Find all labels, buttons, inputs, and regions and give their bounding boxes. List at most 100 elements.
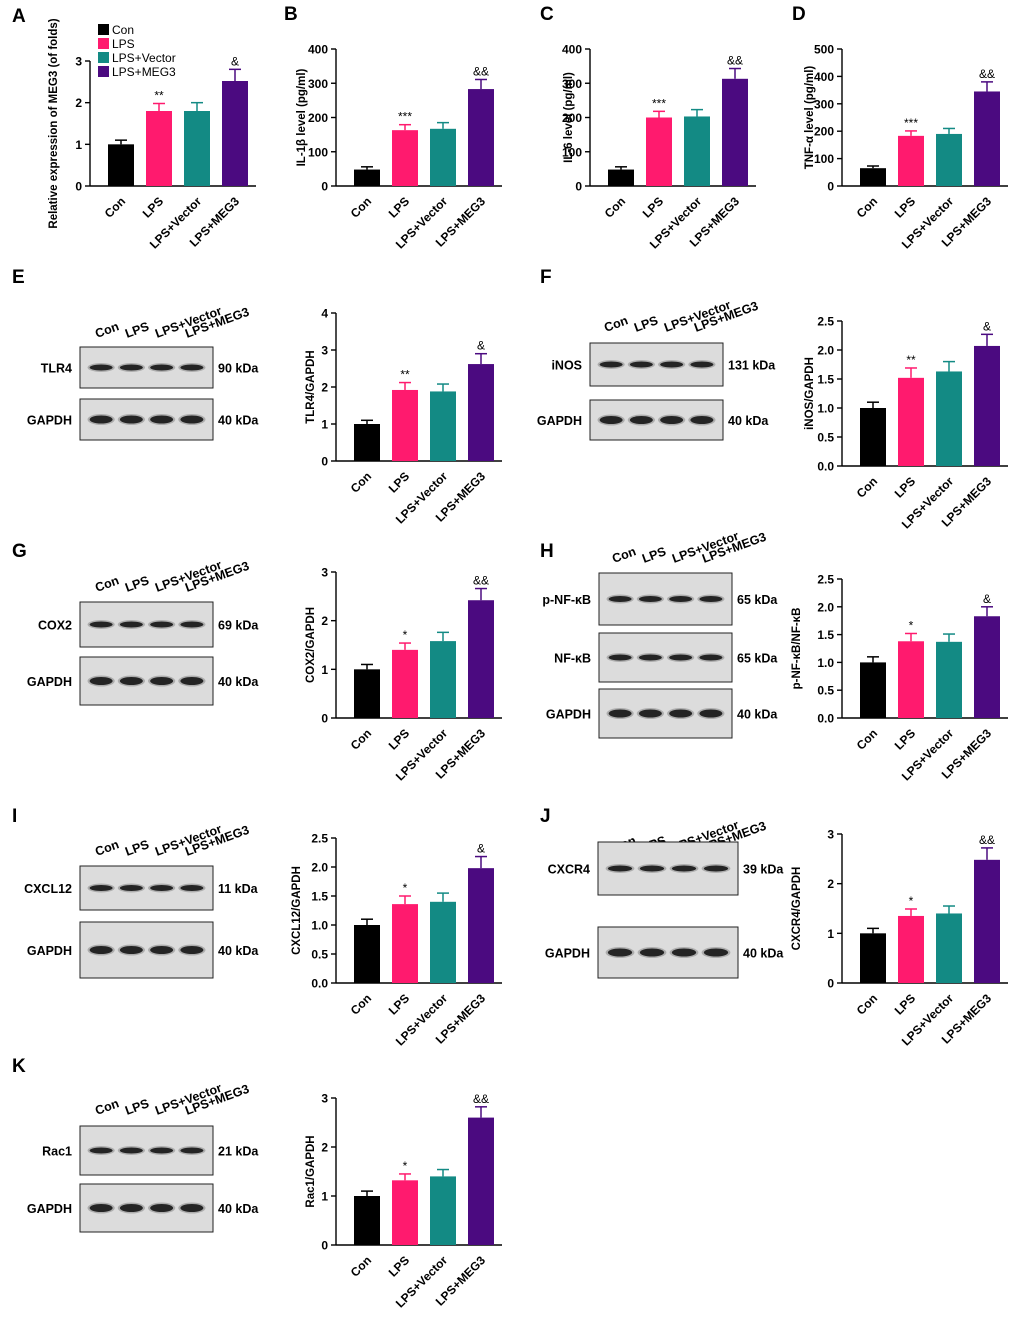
- y-tick-label: 100: [814, 152, 834, 166]
- kda-label: 40 kDa: [218, 675, 259, 689]
- y-axis-label: iNOS/GAPDH: [804, 357, 816, 430]
- band: [180, 415, 204, 424]
- y-tick-label: 0: [827, 180, 834, 194]
- band: [89, 415, 113, 424]
- protein-label: GAPDH: [546, 708, 591, 722]
- chart-d: D TNF-α level (pg/ml) 0 100 200 300 400 500 Con *…: [792, 4, 1008, 252]
- bar-con: [608, 169, 634, 186]
- y-axis-label: COX2/GAPDH: [305, 607, 317, 683]
- legend-label: LPS: [112, 37, 135, 51]
- y-tick-label: 2.5: [311, 832, 328, 846]
- band: [119, 1204, 143, 1212]
- bar-lps-vector: [430, 901, 456, 983]
- lane-label: Con: [93, 1096, 121, 1117]
- significance-label: &&: [979, 833, 995, 847]
- panel-letter: A: [12, 6, 26, 27]
- protein-label: p-NF-κB: [542, 593, 591, 607]
- y-tick-label: 0.0: [311, 977, 328, 991]
- significance-label: ***: [398, 110, 412, 124]
- y-tick-label: 0.5: [311, 948, 328, 962]
- band: [607, 865, 633, 872]
- band: [89, 677, 113, 685]
- band: [638, 654, 662, 661]
- bar-lps-vector: [684, 116, 710, 186]
- bar-con: [354, 669, 380, 718]
- bar-lps: [898, 641, 924, 718]
- y-tick-label: 3: [321, 1092, 328, 1106]
- kda-label: 65 kDa: [737, 593, 778, 607]
- y-tick-label: 1: [321, 418, 328, 432]
- band: [180, 1147, 204, 1154]
- lane-label: Con: [93, 837, 121, 858]
- y-tick-label: 0.5: [817, 684, 834, 698]
- significance-label: *: [909, 894, 914, 908]
- bar-lps: [392, 904, 418, 983]
- band: [89, 621, 113, 628]
- bar-con: [354, 169, 380, 186]
- bar-lps: [392, 130, 418, 186]
- bar-lps-vector: [430, 391, 456, 461]
- band: [150, 1147, 174, 1154]
- bar-lps-vector: [936, 641, 962, 718]
- x-tick-label: Con: [348, 1253, 374, 1279]
- y-tick-label: 1: [75, 138, 82, 152]
- bar-lps-meg3: [468, 1117, 494, 1245]
- kda-label: 40 kDa: [218, 944, 259, 958]
- legend-swatch: [98, 24, 109, 35]
- lane-label: Con: [610, 544, 638, 565]
- legend-label: LPS+Vector: [112, 51, 176, 65]
- significance-label: ***: [652, 96, 666, 110]
- x-tick-label: LPS: [386, 194, 412, 220]
- bar-con: [860, 408, 886, 466]
- band: [699, 654, 723, 661]
- y-tick-label: 1: [321, 663, 328, 677]
- protein-label: COX2: [38, 619, 72, 633]
- y-axis-label: CXCL12/GAPDH: [291, 866, 303, 955]
- x-tick-label: Con: [102, 194, 128, 220]
- chart-b: B IL-1β level (pg/ml) 0 100 200 300 400 Con *** L…: [284, 4, 502, 252]
- y-tick-label: 0: [321, 455, 328, 469]
- x-tick-label: Con: [854, 991, 880, 1017]
- lane-label: LPS: [123, 573, 151, 594]
- y-tick-label: 300: [308, 77, 328, 91]
- kda-label: 69 kDa: [218, 619, 259, 633]
- significance-label: &: [231, 54, 239, 68]
- bar-con: [860, 933, 886, 983]
- bar-con: [354, 925, 380, 983]
- bar-lps: [898, 135, 924, 186]
- band: [119, 946, 143, 954]
- bar-lps: [146, 111, 172, 186]
- bar-lps-vector: [936, 913, 962, 983]
- y-tick-label: 0: [321, 180, 328, 194]
- band: [89, 946, 113, 954]
- panel-letter: D: [792, 4, 806, 25]
- band: [699, 596, 723, 602]
- significance-label: &&: [727, 54, 743, 68]
- bar-lps-meg3: [974, 91, 1000, 186]
- bar-lps: [392, 389, 418, 461]
- y-tick-label: 400: [562, 43, 582, 57]
- kda-label: 40 kDa: [737, 708, 778, 722]
- lane-label: Con: [93, 573, 121, 594]
- protein-label: iNOS: [551, 359, 582, 373]
- bar-lps: [898, 377, 924, 466]
- y-axis-label: Relative expression of MEG3 (of folds): [48, 18, 60, 228]
- kda-label: 40 kDa: [728, 414, 769, 428]
- lane-label: LPS: [640, 544, 668, 565]
- band: [180, 946, 204, 954]
- y-tick-label: 2: [75, 96, 82, 110]
- lane-label: LPS: [123, 319, 151, 340]
- significance-label: **: [154, 89, 164, 103]
- kda-label: 131 kDa: [728, 359, 776, 373]
- significance-label: *: [403, 1159, 408, 1173]
- significance-label: *: [403, 881, 408, 895]
- x-tick-label: Con: [348, 194, 374, 220]
- x-tick-label: Con: [348, 469, 374, 495]
- y-tick-label: 2.0: [817, 344, 834, 358]
